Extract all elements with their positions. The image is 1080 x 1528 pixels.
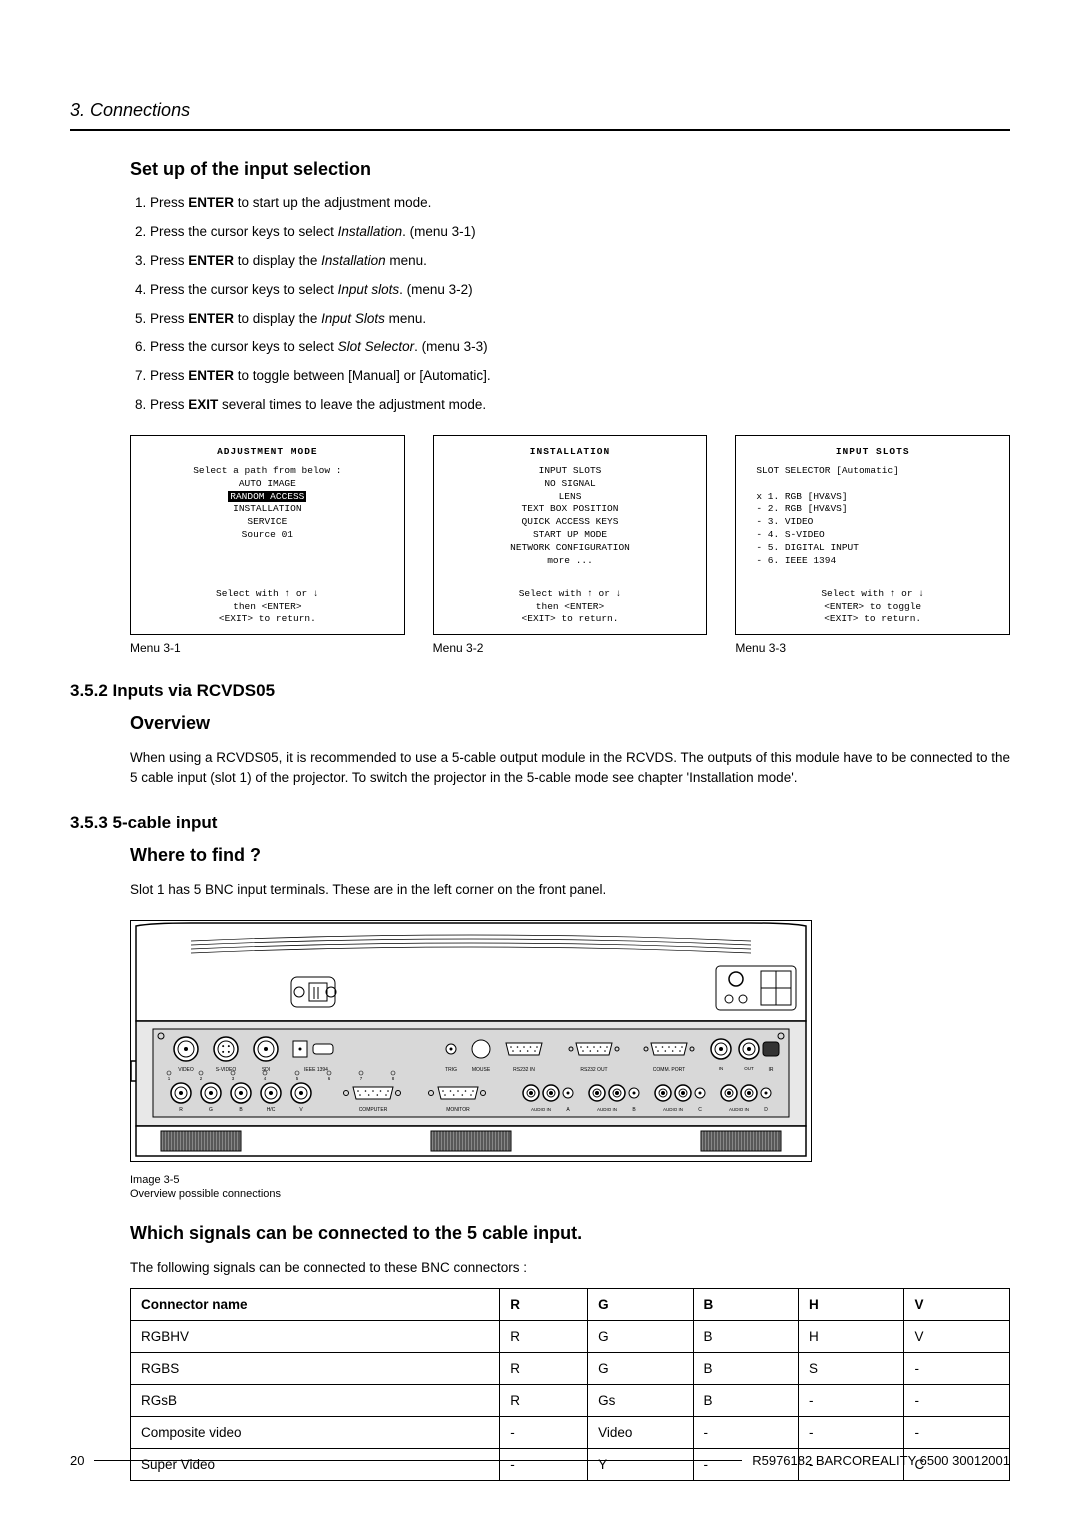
image-caption: Image 3-5 Overview possible connections: [130, 1173, 1010, 1202]
page-number: 20: [70, 1453, 84, 1468]
table-row: RGBSRGBS-: [131, 1352, 1010, 1384]
p-overview: When using a RCVDS05, it is recommended …: [130, 748, 1010, 787]
svg-text:AUDIO IN: AUDIO IN: [729, 1107, 749, 1112]
steps-list: Press ENTER to start up the adjustment m…: [130, 194, 1010, 415]
svg-text:C: C: [698, 1107, 702, 1113]
step-item: Press ENTER to toggle between [Manual] o…: [150, 367, 1010, 386]
table-header: Connector name: [131, 1288, 500, 1320]
table-header: V: [904, 1288, 1010, 1320]
step-item: Press ENTER to start up the adjustment m…: [150, 194, 1010, 213]
svg-text:MONITOR: MONITOR: [446, 1107, 470, 1113]
svg-text:COMPUTER: COMPUTER: [359, 1107, 388, 1113]
front-panel-diagram: 12345678VIDEOS-VIDEOSDIIEEE 1394TRIGMOUS…: [130, 920, 812, 1162]
svg-text:IEEE 1394: IEEE 1394: [304, 1067, 328, 1073]
svg-text:RS232 OUT: RS232 OUT: [580, 1067, 607, 1073]
step-item: Press EXIT several times to leave the ad…: [150, 396, 1010, 415]
p-which: The following signals can be connected t…: [130, 1258, 1010, 1278]
h-352: 3.5.2 Inputs via RCVDS05: [70, 681, 1010, 701]
table-row: RGBHVRGBHV: [131, 1320, 1010, 1352]
h-353: 3.5.3 5-cable input: [70, 813, 1010, 833]
table-header: H: [799, 1288, 904, 1320]
page-footer: 20 R5976182 BARCOREALITY 6500 30012001: [70, 1453, 1010, 1468]
svg-text:G: G: [209, 1107, 213, 1113]
table-row: RGsBRGsB--: [131, 1384, 1010, 1416]
step-item: Press the cursor keys to select Input sl…: [150, 281, 1010, 300]
svg-text:IN: IN: [719, 1066, 724, 1071]
doc-ref: R5976182 BARCOREALITY 6500 30012001: [752, 1453, 1010, 1468]
menu-1-caption: Menu 3-1: [130, 641, 405, 655]
table-header: R: [500, 1288, 588, 1320]
h-which: Which signals can be connected to the 5 …: [130, 1223, 1010, 1244]
svg-text:R: R: [179, 1107, 183, 1113]
svg-text:H/C: H/C: [267, 1107, 276, 1113]
svg-text:MOUSE: MOUSE: [472, 1067, 491, 1073]
menu-2-caption: Menu 3-2: [433, 641, 708, 655]
svg-text:D: D: [764, 1107, 768, 1113]
step-item: Press ENTER to display the Input Slots m…: [150, 310, 1010, 329]
svg-text:AUDIO IN: AUDIO IN: [531, 1107, 551, 1112]
setup-heading: Set up of the input selection: [130, 159, 1010, 180]
p-where: Slot 1 has 5 BNC input terminals. These …: [130, 880, 1010, 900]
menu-boxes: ADJUSTMENT MODE Select a path from below…: [130, 435, 1010, 655]
svg-text:OUT: OUT: [744, 1066, 754, 1071]
svg-text:AUDIO IN: AUDIO IN: [663, 1107, 683, 1112]
menu-1: ADJUSTMENT MODE Select a path from below…: [130, 435, 405, 635]
svg-text:IR: IR: [769, 1067, 774, 1073]
svg-text:S-VIDEO: S-VIDEO: [216, 1067, 237, 1073]
menu-2: INSTALLATION INPUT SLOTS NO SIGNAL LENS …: [433, 435, 708, 635]
svg-text:COMM. PORT: COMM. PORT: [653, 1067, 685, 1073]
chapter-title: 3. Connections: [70, 100, 1010, 131]
table-row: Composite video-Video---: [131, 1416, 1010, 1448]
svg-text:SDI: SDI: [262, 1067, 270, 1073]
svg-text:AUDIO IN: AUDIO IN: [597, 1107, 617, 1112]
table-header: G: [588, 1288, 693, 1320]
menu-3: INPUT SLOTS SLOT SELECTOR [Automatic] x …: [735, 435, 1010, 635]
table-header: B: [693, 1288, 798, 1320]
step-item: Press the cursor keys to select Slot Sel…: [150, 338, 1010, 357]
menu-3-caption: Menu 3-3: [735, 641, 1010, 655]
svg-text:TRIG: TRIG: [445, 1067, 457, 1073]
h-where: Where to find ?: [130, 845, 1010, 866]
step-item: Press the cursor keys to select Installa…: [150, 223, 1010, 242]
svg-text:VIDEO: VIDEO: [178, 1067, 194, 1073]
svg-text:RS232 IN: RS232 IN: [513, 1067, 535, 1073]
h-overview: Overview: [130, 713, 1010, 734]
step-item: Press ENTER to display the Installation …: [150, 252, 1010, 271]
